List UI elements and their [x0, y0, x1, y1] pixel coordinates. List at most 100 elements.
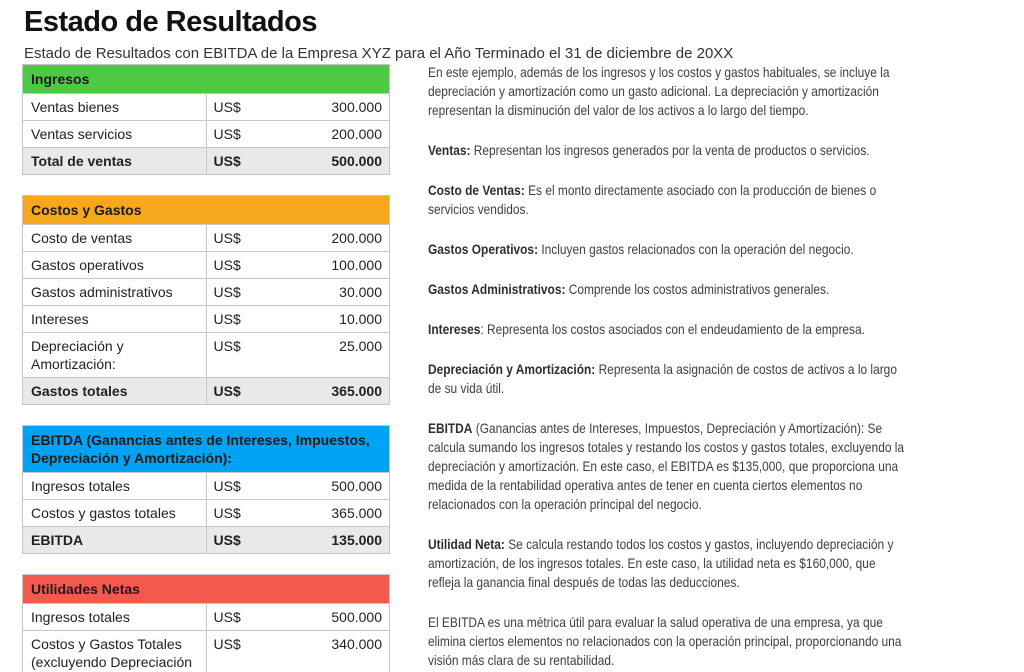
table-row: Ventas servicios US$ 200.000: [22, 120, 390, 148]
description-paragraph: Ventas: Representan los ingresos generad…: [428, 141, 910, 160]
currency-label: US$: [213, 338, 241, 354]
table-row: Costo de ventas US$ 200.000: [22, 224, 390, 252]
description-paragraph: EBITDA (Ganancias antes de Intereses, Im…: [428, 419, 910, 514]
paragraph-text: : Representa los costos asociados con el…: [480, 321, 865, 337]
row-label: Ingresos totales: [22, 603, 207, 631]
description-paragraph: Gastos Administrativos: Comprende los co…: [428, 280, 910, 299]
description-paragraph: Costo de Ventas: Es el monto directament…: [428, 181, 910, 219]
row-value-cell: US$ 365.000: [205, 499, 390, 527]
paragraph-text: El EBITDA es una métrica útil para evalu…: [428, 614, 902, 668]
description-paragraph: Intereses: Representa los costos asociad…: [428, 320, 910, 339]
description-paragraph: En este ejemplo, además de los ingresos …: [428, 63, 910, 120]
row-value-cell: US$ 100.000: [205, 251, 390, 279]
paragraph-lead: Depreciación y Amortización:: [428, 361, 596, 377]
paragraph-lead: Ventas:: [428, 142, 471, 158]
currency-label: US$: [213, 532, 241, 548]
row-value-cell: US$ 200.000: [205, 120, 390, 148]
currency-label: US$: [213, 99, 241, 115]
description-paragraph: Utilidad Neta: Se calcula restando todos…: [428, 535, 910, 592]
currency-label: US$: [213, 609, 241, 625]
row-label: EBITDA: [22, 526, 207, 554]
row-value-cell: US$ 10.000: [205, 305, 390, 333]
table-row: Costos y Gastos Totales (excluyendo Depr…: [22, 630, 390, 672]
row-value-cell: US$ 135.000: [205, 526, 390, 554]
row-label: Total de ventas: [22, 147, 207, 175]
row-amount: 365.000: [331, 383, 382, 399]
table-row: Costos y gastos totales US$ 365.000: [22, 499, 390, 527]
description-column: En este ejemplo, además de los ingresos …: [428, 63, 910, 672]
row-label: Ventas bienes: [22, 93, 207, 121]
row-amount: 135.000: [331, 532, 382, 548]
row-value-cell: US$ 500.000: [205, 603, 390, 631]
table-row: Gastos operativos US$ 100.000: [22, 251, 390, 279]
utilidades-table-header: Utilidades Netas: [22, 574, 390, 604]
row-amount: 25.000: [339, 338, 382, 354]
currency-label: US$: [213, 505, 241, 521]
row-value-cell: US$ 30.000: [205, 278, 390, 306]
row-amount: 10.000: [339, 311, 382, 327]
row-amount: 365.000: [331, 505, 382, 521]
row-amount: 300.000: [331, 99, 382, 115]
row-label: Costos y Gastos Totales (excluyendo Depr…: [22, 630, 207, 672]
costos-table-header: Costos y Gastos: [22, 195, 390, 225]
row-amount: 500.000: [331, 153, 382, 169]
row-label: Ventas servicios: [22, 120, 207, 148]
paragraph-lead: Costo de Ventas:: [428, 182, 525, 198]
row-value-cell: US$ 340.000: [205, 630, 390, 672]
paragraph-text: Representa la asignación de costos de ac…: [428, 361, 897, 396]
row-amount: 340.000: [331, 636, 382, 652]
row-value-cell: US$ 500.000: [205, 147, 390, 175]
currency-label: US$: [213, 284, 241, 300]
paragraph-text: En este ejemplo, además de los ingresos …: [428, 64, 890, 118]
description-paragraph: Gastos Operativos: Incluyen gastos relac…: [428, 240, 910, 259]
currency-label: US$: [213, 257, 241, 273]
row-value-cell: US$ 500.000: [205, 472, 390, 500]
paragraph-lead: Gastos Administrativos:: [428, 281, 566, 297]
description-paragraph: El EBITDA es una métrica útil para evalu…: [428, 613, 910, 670]
ingresos-table: Ingresos Ventas bienes US$ 300.000 Ventas…: [22, 64, 390, 175]
row-value-cell: US$ 200.000: [205, 224, 390, 252]
currency-label: US$: [213, 126, 241, 142]
row-label: Gastos totales: [22, 377, 207, 405]
row-label: Gastos administrativos: [22, 278, 207, 306]
page-header: Estado de Resultados Estado de Resultado…: [24, 5, 1004, 62]
total-row: Gastos totales US$ 365.000: [22, 377, 390, 405]
currency-label: US$: [213, 383, 241, 399]
row-amount: 500.000: [331, 478, 382, 494]
row-amount: 100.000: [331, 257, 382, 273]
paragraph-lead: Intereses: [428, 321, 481, 337]
description-paragraph: Depreciación y Amortización: Representa …: [428, 360, 910, 398]
paragraph-text: Comprende los costos administrativos gen…: [565, 281, 830, 297]
row-amount: 30.000: [339, 284, 382, 300]
paragraph-lead: Utilidad Neta:: [428, 536, 505, 552]
ebitda-table-header: EBITDA (Ganancias antes de Intereses, Im…: [22, 425, 390, 473]
paragraph-lead: Gastos Operativos:: [428, 241, 539, 257]
ebitda-table: EBITDA (Ganancias antes de Intereses, Im…: [22, 425, 390, 554]
utilidades-netas-table: Utilidades Netas Ingresos totales US$ 500…: [22, 574, 390, 672]
total-row: Total de ventas US$ 500.000: [22, 147, 390, 175]
currency-label: US$: [213, 311, 241, 327]
paragraph-lead: EBITDA: [428, 420, 473, 436]
paragraph-text: Se calcula restando todos los costos y g…: [428, 536, 894, 590]
table-row: Ingresos totales US$ 500.000: [22, 603, 390, 631]
currency-label: US$: [213, 478, 241, 494]
table-row: Ingresos totales US$ 500.000: [22, 472, 390, 500]
row-label: Intereses: [22, 305, 207, 333]
row-amount: 500.000: [331, 609, 382, 625]
costos-gastos-table: Costos y Gastos Costo de ventas US$ 200.0…: [22, 195, 390, 405]
paragraph-text: (Ganancias antes de Intereses, Impuestos…: [428, 420, 905, 512]
page-title: Estado de Resultados: [24, 6, 317, 38]
row-amount: 200.000: [331, 230, 382, 246]
ingresos-table-header: Ingresos: [22, 64, 390, 94]
table-row: Intereses US$ 10.000: [22, 305, 390, 333]
row-label: Ingresos totales: [22, 472, 207, 500]
page-subtitle: Estado de Resultados con EBITDA de la Em…: [24, 45, 734, 62]
total-row: EBITDA US$ 135.000: [22, 526, 390, 554]
table-row: Depreciación y Amortización: US$ 25.000: [22, 332, 390, 378]
paragraph-text: Representan los ingresos generados por l…: [470, 142, 870, 158]
currency-label: US$: [213, 230, 241, 246]
row-label: Depreciación y Amortización:: [22, 332, 207, 378]
row-value-cell: US$ 25.000: [205, 332, 390, 378]
row-label: Gastos operativos: [22, 251, 207, 279]
